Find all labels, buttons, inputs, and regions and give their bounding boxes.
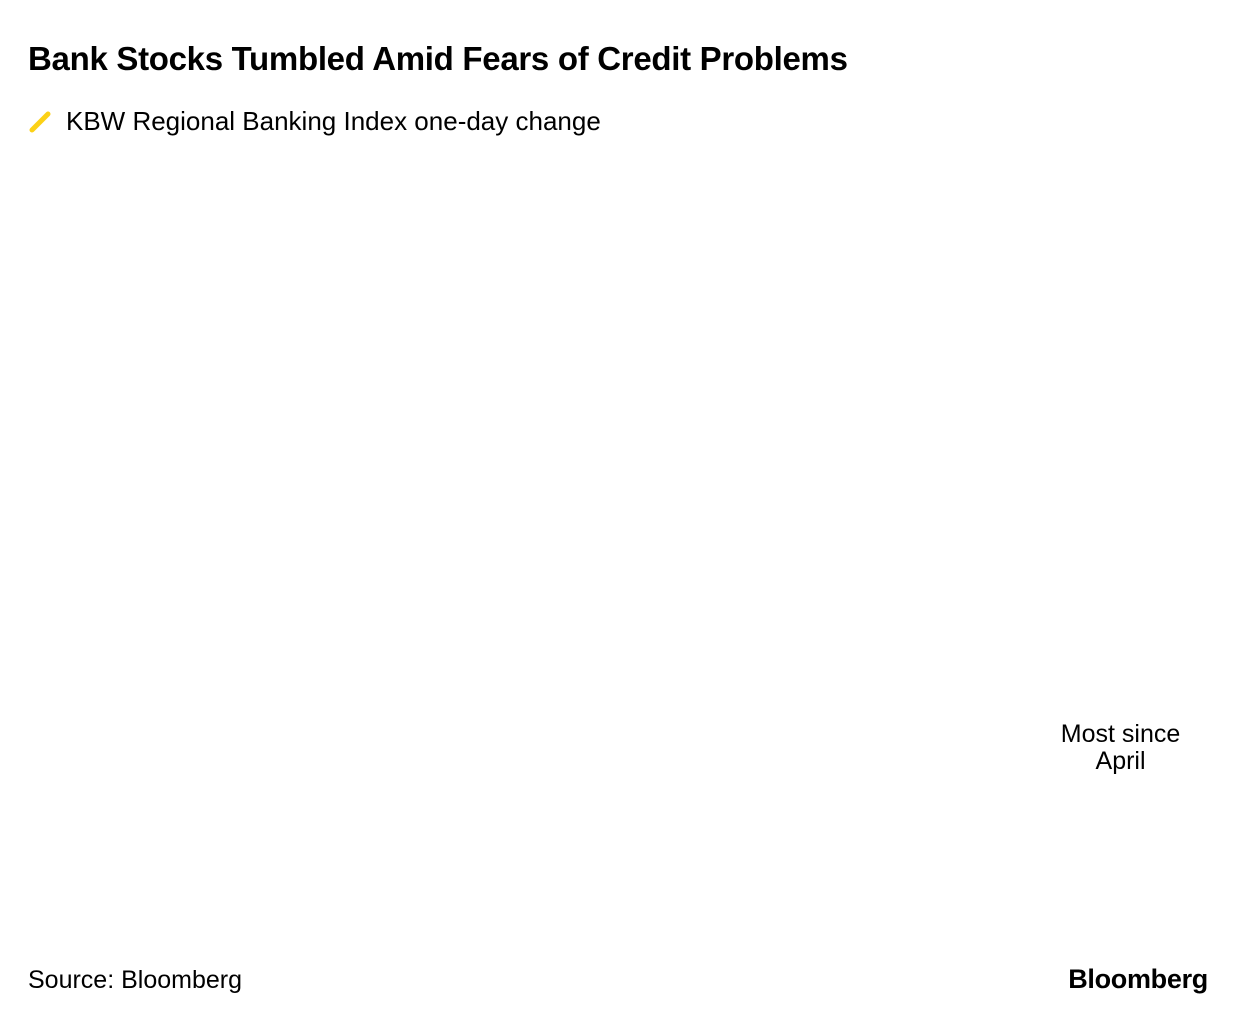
x-tick-label: Oct [1046,865,1085,893]
x-tick-label: Mar [237,865,280,893]
y-tick-label: 0 [1196,441,1210,469]
legend-swatch [29,111,51,132]
x-tick-label: Jan [25,865,65,893]
legend-label: KBW Regional Banking Index one-day chang… [66,106,601,136]
y-tick-label: -10 [1174,811,1210,839]
x-tick-label: Apr [355,865,394,893]
y-tick-label: 8% [1174,145,1210,173]
x-tick-label: May [466,865,514,893]
series-line [43,202,1139,843]
x-tick-label: Aug [813,865,857,893]
y-tick-label: -2 [1188,515,1210,543]
legend: KBW Regional Banking Index one-day chang… [28,106,601,137]
brand: Bloomberg [1068,964,1208,994]
chart-title: Bank Stocks Tumbled Amid Fears of Credit… [28,40,848,77]
annotation: Most since April [1060,720,1181,776]
y-tick-label: -6 [1188,663,1210,691]
y-tick-label: 2 [1196,367,1210,395]
x-tick-label: Jul [698,865,730,893]
legend-swatch-line [29,111,51,132]
x-tick-label: Sep [928,865,972,893]
y-tick-label: 6 [1196,219,1210,247]
x-axis-label: 2025 [577,897,636,924]
highlight-point [1113,704,1128,719]
y-tick-label: 4 [1196,293,1210,321]
y-tick-label: -4 [1188,589,1210,617]
x-tick-label: Feb [133,865,176,893]
source: Source: Bloomberg [28,966,243,994]
x-tick-label: Jun [585,865,625,893]
